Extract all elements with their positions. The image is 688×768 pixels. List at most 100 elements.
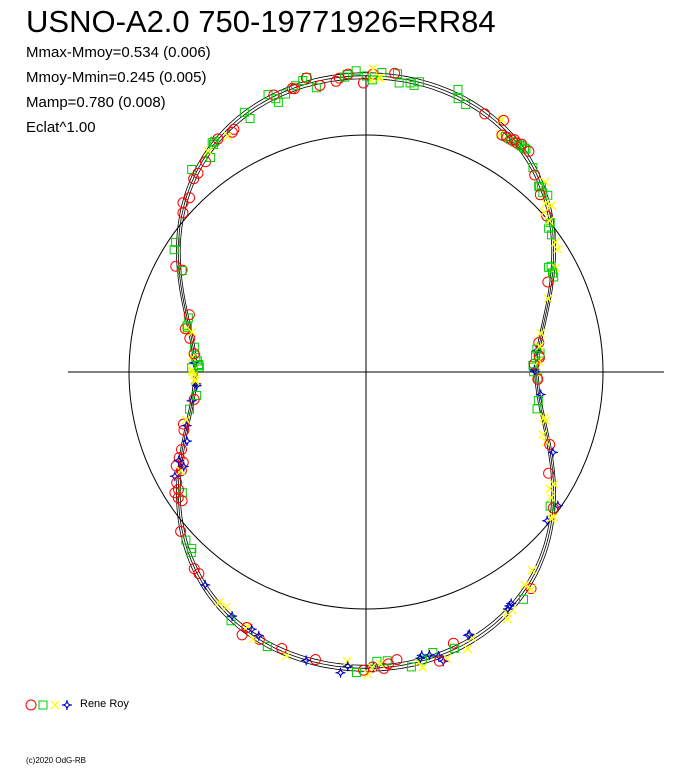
data-point-circle — [382, 658, 394, 670]
data-point-square — [461, 99, 471, 109]
data-point-square — [529, 367, 539, 377]
data-point-square — [547, 230, 557, 240]
data-point-cross — [549, 512, 559, 522]
data-point-circle — [288, 83, 300, 95]
data-point-circle — [541, 210, 553, 222]
data-point-circle — [534, 189, 546, 201]
data-point-cross — [368, 64, 378, 74]
data-point-cross — [543, 294, 553, 304]
data-point-square — [521, 144, 531, 154]
data-point-square — [409, 80, 419, 90]
data-point-circle — [391, 654, 403, 666]
legend-symbol-circle — [25, 699, 37, 711]
data-point-cross — [342, 656, 352, 666]
data-point-cross — [281, 651, 291, 661]
data-point-circle — [543, 467, 555, 479]
data-point-square — [183, 313, 193, 323]
data-point-circle — [300, 72, 312, 84]
reference-circle-shape — [128, 134, 604, 610]
data-point-circle — [433, 655, 445, 667]
data-point-circle — [498, 114, 510, 126]
data-point-square — [453, 84, 463, 94]
data-point-circle — [212, 133, 224, 145]
data-point-square — [262, 642, 272, 652]
fit-curve-line-1 — [178, 75, 554, 669]
stat-mmoy-mmin: Mmoy-Mmin=0.245 (0.005) — [26, 69, 207, 86]
data-point-square — [532, 344, 542, 354]
data-point-square — [545, 218, 555, 228]
data-point-square — [406, 662, 416, 672]
reference-circle — [128, 134, 604, 610]
data-point-cross — [539, 413, 549, 422]
data-point-circle — [188, 348, 200, 360]
data-point-circle — [175, 525, 187, 537]
data-point-square — [181, 535, 191, 545]
legend-symbol-square — [38, 700, 48, 710]
data-point-square — [311, 83, 321, 93]
data-point-circle — [176, 264, 188, 276]
data-point-cross — [539, 207, 549, 217]
data-point-square — [340, 72, 350, 82]
plot-axes — [68, 75, 664, 670]
data-point-circle — [276, 642, 288, 654]
copyright-text: (c)2020 OdG-RB — [26, 756, 87, 765]
data-point-circle — [183, 309, 195, 321]
data-point-cross — [545, 484, 555, 494]
data-point-cross — [190, 374, 200, 384]
data-point-cross — [467, 633, 477, 643]
chart-title: USNO-A2.0 750-19771926=RR84 — [26, 4, 496, 39]
data-point-cross — [538, 429, 548, 439]
data-point-circle — [511, 137, 523, 149]
data-point-circle — [171, 477, 183, 489]
data-point-square — [351, 667, 361, 677]
data-point-circle — [358, 664, 370, 676]
data-point-star — [342, 661, 353, 672]
data-point-circle — [177, 197, 189, 209]
data-point-cross — [541, 198, 550, 208]
data-point-square — [528, 163, 538, 173]
data-point-cross — [463, 644, 473, 654]
data-point-cross — [223, 131, 233, 141]
data-point-cross — [553, 244, 563, 254]
data-point-circle — [342, 68, 354, 80]
data-point-circle — [172, 483, 184, 495]
data-point-cross — [536, 328, 546, 338]
data-point-square — [245, 114, 255, 124]
data-point-square — [189, 342, 199, 352]
data-point-square — [187, 165, 197, 175]
data-point-star — [253, 630, 264, 641]
data-point-square — [186, 548, 196, 558]
data-point-cross — [221, 602, 231, 612]
data-point-circle — [184, 332, 196, 344]
data-point-square — [546, 261, 556, 271]
data-point-star — [424, 649, 435, 661]
data-point-circle — [309, 654, 321, 666]
data-point-cross — [546, 493, 556, 503]
legend-label: Rene Roy — [80, 698, 129, 710]
data-point-square — [182, 323, 192, 333]
data-point-square — [543, 190, 553, 200]
data-point-square — [281, 89, 291, 99]
data-point-square — [177, 266, 187, 276]
data-point-square — [394, 78, 404, 88]
data-point-square — [298, 76, 308, 86]
data-point-circle — [184, 192, 196, 204]
stat-eclat: Eclat^1.00 — [26, 119, 96, 136]
data-point-circle — [479, 108, 491, 120]
data-point-square — [518, 594, 528, 604]
data-point-cross — [181, 415, 191, 425]
data-point-cross — [547, 201, 557, 210]
legend-symbols — [25, 699, 73, 711]
data-point-square — [194, 361, 204, 371]
data-point-circle — [314, 79, 326, 91]
data-point-circle — [226, 126, 238, 138]
data-points — [169, 64, 563, 679]
data-point-square — [544, 223, 554, 233]
data-point-cross — [544, 216, 554, 226]
data-point-cross — [535, 341, 545, 351]
data-point-circle — [228, 123, 240, 135]
data-point-circle — [547, 502, 559, 514]
data-point-circle — [389, 67, 401, 79]
data-point-square — [185, 404, 195, 414]
